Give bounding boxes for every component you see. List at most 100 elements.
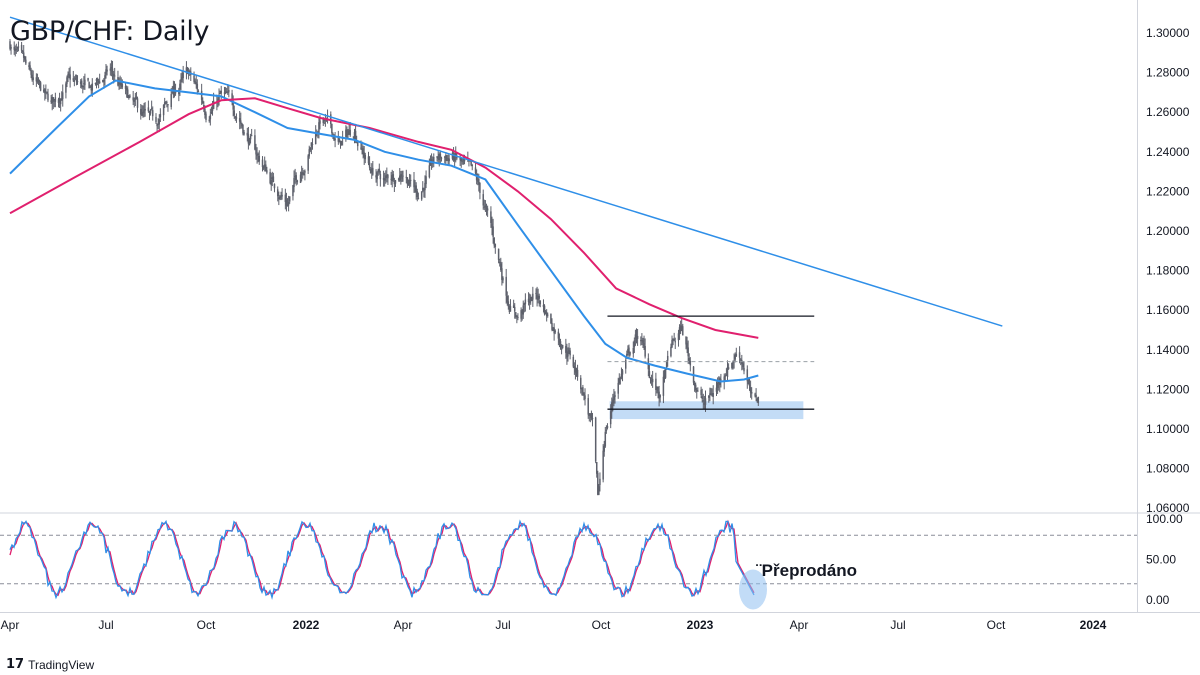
candle-body <box>76 81 79 83</box>
candle-body <box>364 154 367 160</box>
price-tick-label: 1.30000 <box>1146 26 1190 40</box>
tradingview-branding[interactable]: 17 TradingView <box>6 657 94 672</box>
candle-body <box>338 139 341 143</box>
candle-body <box>629 352 631 355</box>
candle-body <box>226 91 229 93</box>
candle-body <box>709 393 711 395</box>
candle-body <box>560 348 563 350</box>
candle-body <box>280 196 282 198</box>
price-tick-label: 1.06000 <box>1146 501 1190 515</box>
candle-body <box>370 168 373 173</box>
candle-body <box>501 268 503 280</box>
candle-body <box>361 148 363 150</box>
candle-body <box>493 237 495 246</box>
candle-body <box>109 68 112 71</box>
candle-body <box>553 327 555 334</box>
candle-body <box>672 339 674 341</box>
candle-body <box>269 172 271 184</box>
candle-body <box>527 298 530 303</box>
candle-body <box>702 400 705 402</box>
candle-body <box>272 176 275 183</box>
oscillator-tick-label: 50.00 <box>1146 553 1176 567</box>
candle-body <box>204 108 206 115</box>
candle-body <box>557 331 560 339</box>
time-tick-label: Oct <box>197 618 216 632</box>
candle-body <box>24 56 26 60</box>
candle-body <box>52 97 55 102</box>
candle-body <box>680 325 683 331</box>
candle-body <box>524 299 527 305</box>
candle-body <box>155 116 157 123</box>
candle-body <box>588 413 591 416</box>
candle-body <box>409 179 412 181</box>
candle-body <box>106 69 108 72</box>
candle-body <box>742 363 744 368</box>
candles <box>9 38 760 496</box>
candle-body <box>68 73 70 75</box>
candle-body <box>337 137 340 142</box>
moving-average-fast <box>9 79 759 383</box>
candle-body <box>595 461 598 474</box>
oscillator-tick-label: 100.00 <box>1146 512 1183 526</box>
candle-body <box>273 183 276 189</box>
candle-body <box>754 394 756 396</box>
candle-body <box>28 65 30 68</box>
candle-body <box>663 375 666 380</box>
candle-body <box>439 153 442 158</box>
candle-body <box>382 177 385 180</box>
candle-body <box>173 87 176 92</box>
candle-body <box>716 383 719 388</box>
candle-body <box>436 156 438 158</box>
candle-body <box>478 178 480 185</box>
candle-body <box>673 338 675 341</box>
time-tick-label: Oct <box>592 618 611 632</box>
candle-body <box>507 301 510 307</box>
candle-body <box>21 51 24 53</box>
candle-body <box>143 110 145 114</box>
candle-body <box>94 82 97 84</box>
candle-body <box>544 311 547 315</box>
time-tick-label: Apr <box>790 618 809 632</box>
candle-body <box>270 180 272 186</box>
candle-body <box>711 394 713 396</box>
candle-body <box>725 374 728 376</box>
candle-body <box>659 395 661 398</box>
candle-body <box>618 378 621 384</box>
candle-body <box>147 107 150 112</box>
candle-body <box>188 71 191 73</box>
candle-body <box>609 411 612 425</box>
candle-body <box>697 390 699 392</box>
candle-body <box>383 178 386 181</box>
candle-body <box>150 108 153 110</box>
candle-body <box>303 173 305 176</box>
candle-body <box>576 369 579 377</box>
candle-body <box>539 300 542 305</box>
price-tick-label: 1.10000 <box>1146 422 1190 436</box>
candle-body <box>333 134 335 141</box>
candle-body <box>584 395 586 399</box>
time-tick-label: Apr <box>1 618 20 632</box>
candle-body <box>723 376 725 383</box>
candle-body <box>512 305 515 308</box>
candle-body <box>550 314 552 324</box>
candle-body <box>87 78 89 81</box>
candle-body <box>157 123 159 125</box>
candle-body <box>352 136 355 138</box>
candle-body <box>462 159 465 161</box>
time-tick-label: 2024 <box>1080 618 1107 632</box>
candle-body <box>386 174 388 177</box>
candle-body <box>69 74 71 80</box>
price-tick-label: 1.14000 <box>1146 343 1190 357</box>
candle-body <box>332 133 334 136</box>
candle-body <box>390 178 392 180</box>
candle-body <box>701 396 703 399</box>
candle-body <box>724 375 727 377</box>
candle-body <box>505 276 507 296</box>
candle-body <box>113 75 116 77</box>
candle-body <box>612 399 614 404</box>
candle-body <box>263 164 266 168</box>
candle-body <box>276 189 279 197</box>
candle-body <box>575 369 578 374</box>
candle-body <box>249 136 252 140</box>
candle-body <box>620 373 623 378</box>
